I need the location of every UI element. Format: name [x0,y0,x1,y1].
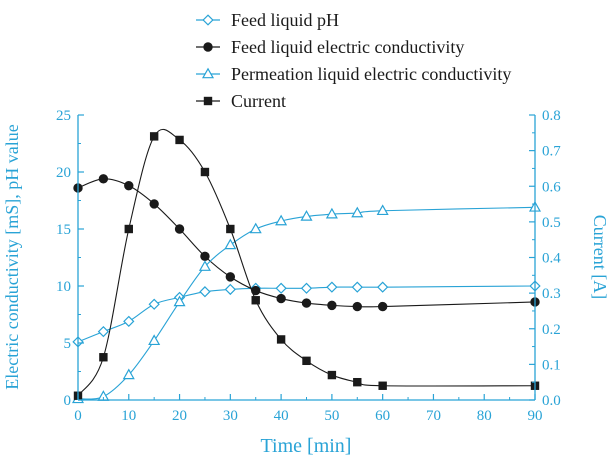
data-point [200,167,210,177]
data-point [275,282,287,294]
legend-item: Feed liquid pH [196,10,339,30]
data-point [200,251,210,262]
x-tick-label: 90 [528,408,543,424]
data-point [351,206,364,218]
data-point [353,377,362,387]
x-tick-label: 10 [121,408,136,424]
legend-marker [201,67,215,79]
y-axis-left-label: Electric conductivity [mS], pH value [2,124,22,389]
x-tick-label: 50 [324,408,339,424]
y-right-tick-label: 0.4 [542,251,561,267]
data-point [149,132,159,141]
data-point [124,224,133,234]
data-point [301,298,312,308]
data-point [327,300,337,311]
series-line [77,285,536,343]
data-point [226,224,235,234]
data-point [225,272,236,282]
y-right-tick-label: 0.5 [542,215,561,231]
data-point [352,301,362,312]
legend: Feed liquid pH Feed liquid electric condu… [196,10,511,111]
x-tick-label: 70 [426,408,441,424]
y-right-tick-label: 0.1 [542,357,561,373]
data-point [376,204,389,216]
series-layer [71,128,542,404]
y-right-tick-label: 0.8 [542,108,561,124]
x-tick-label: 80 [477,408,492,424]
data-point [249,222,262,234]
data-point [123,315,135,327]
data-point [377,301,388,312]
y-left-tick-label: 20 [56,165,71,181]
y-right-tick-label: 0.3 [542,286,561,302]
data-point [149,199,159,209]
legend-label: Feed liquid pH [231,10,339,30]
legend-marker [203,96,213,106]
y-right-tick-label: 0.2 [542,322,561,338]
x-tick-label: 30 [223,408,238,424]
y-right-tick-label: 0.7 [542,144,561,160]
data-point [302,356,311,366]
legend-item: Current [196,91,286,111]
legend-label: Current [231,91,286,111]
data-point [199,286,211,298]
series-0 [72,280,541,348]
legend-label: Permeation liquid electric conductivity [231,64,511,84]
data-point [198,260,211,271]
y-left-tick-label: 15 [56,222,71,238]
y-left-tick-label: 25 [56,108,71,124]
data-point [122,368,135,380]
x-tick-label: 20 [172,408,187,424]
legend-marker [202,14,214,26]
data-point [378,381,387,390]
data-point [174,224,185,234]
legend-label: Feed liquid electric conductivity [231,37,464,57]
data-point [275,214,288,226]
y-left-tick-label: 0 [64,393,72,409]
data-point [377,281,389,293]
data-point [99,353,108,362]
data-point [351,281,363,293]
series-3 [73,128,540,400]
data-point [124,180,134,191]
y-axis-right-label: Current [A] [590,215,609,299]
data-point [276,293,286,304]
data-point [175,135,184,145]
y-right-tick-label: 0.6 [542,179,561,195]
data-point [300,282,313,294]
x-tick-label: 0 [74,408,82,424]
axes-layer: 0 10 20 30 40 50 60 70 80 90 0 5 10 15 20 25 0.0 0.1 0.2 0.… [56,108,561,424]
y-right-tick-label: 0.0 [542,393,561,409]
data-point [224,238,237,250]
legend-marker [203,42,213,52]
series-2 [71,200,542,404]
data-point [251,296,260,305]
data-point [148,334,161,346]
data-point [327,370,337,380]
data-point [326,281,338,293]
data-point [173,295,186,307]
data-point [97,325,110,338]
y-left-tick-label: 10 [56,279,71,295]
x-tick-label: 40 [274,408,289,424]
data-point [325,207,338,219]
legend-item: Feed liquid electric conductivity [196,37,464,57]
y-left-tick-label: 5 [64,336,72,352]
data-point [148,298,160,310]
data-point [98,174,109,184]
data-point [224,283,236,296]
x-axis-label: Time [min] [261,435,352,457]
data-point [300,210,313,221]
legend-item: Permeation liquid electric conductivity [196,64,511,84]
x-tick-label: 60 [375,408,390,424]
data-point [276,335,286,344]
series-line [77,128,536,397]
